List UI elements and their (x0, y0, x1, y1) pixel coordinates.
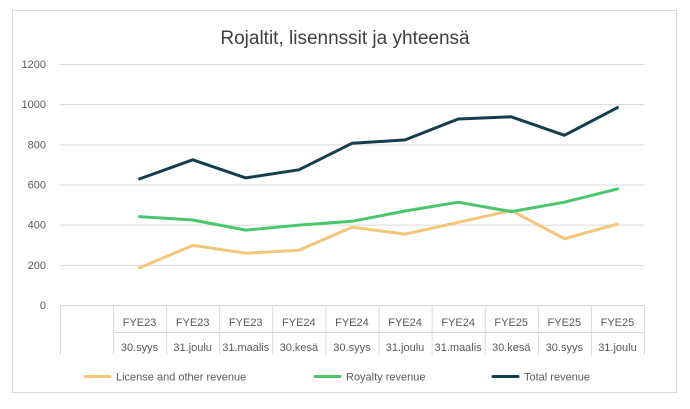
x-category-label-top: FYE23 (176, 317, 210, 329)
y-tick-label: 1000 (22, 99, 46, 111)
x-category-label-top: FYE23 (123, 317, 157, 329)
legend-label: Royalty revenue (346, 372, 426, 384)
x-category-label-bottom: 30.kesä (280, 342, 319, 354)
y-tick-label: 600 (28, 180, 46, 192)
y-tick-label: 0 (40, 300, 46, 312)
x-category-label-bottom: 30.kesä (492, 342, 531, 354)
x-category-label-bottom: 31.joulu (386, 342, 425, 354)
x-category-label-bottom: 31.maalis (435, 342, 483, 354)
chart-border (13, 11, 677, 393)
x-category-label-top: FYE24 (441, 317, 475, 329)
x-category-label-bottom: 31.joulu (598, 342, 637, 354)
x-category-label-top: FYE25 (601, 317, 635, 329)
y-tick-label: 1200 (22, 59, 46, 71)
y-tick-label: 200 (28, 260, 46, 272)
x-category-label-bottom: 30.syys (333, 342, 371, 354)
y-tick-label: 800 (28, 139, 46, 151)
x-category-label-bottom: 30.syys (546, 342, 584, 354)
legend-label: Total revenue (524, 372, 590, 384)
x-category-label-top: FYE24 (282, 317, 316, 329)
x-category-label-top: FYE24 (335, 317, 369, 329)
x-category-label-top: FYE25 (548, 317, 582, 329)
x-category-label-bottom: 30.syys (121, 342, 159, 354)
chart-title: Rojaltit, lisennssit ja yhteensä (220, 28, 470, 49)
x-category-label-bottom: 31.maalis (222, 342, 270, 354)
x-category-label-bottom: 31.joulu (173, 342, 212, 354)
x-category-label-top: FYE23 (229, 317, 263, 329)
x-category-label-top: FYE24 (388, 317, 422, 329)
x-category-label-top: FYE25 (494, 317, 528, 329)
legend-label: License and other revenue (116, 372, 246, 384)
y-tick-label: 400 (28, 220, 46, 232)
